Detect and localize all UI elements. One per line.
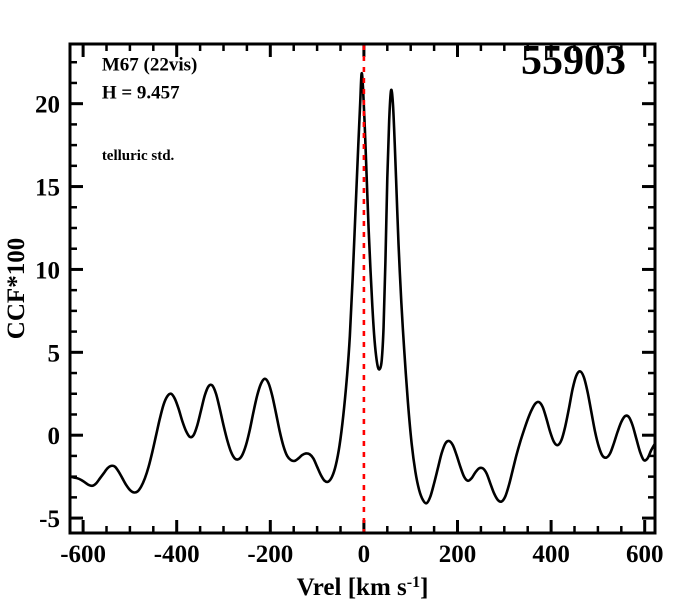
x-axis-title: Vrel [km s-1]	[297, 574, 429, 600]
object-name-label: M67 (22vis)	[102, 55, 198, 76]
y-tick-label: 5	[48, 340, 61, 367]
x-tick-labels: -600 -400 -200 0 200 400 600	[60, 541, 663, 568]
y-tick-label: -5	[39, 506, 60, 533]
x-tick-label: 200	[439, 541, 477, 568]
y-tick-label: 10	[35, 257, 60, 284]
y-tick-labels: -5 0 5 10 15 20	[35, 92, 60, 533]
y-tick-label: 0	[48, 423, 61, 450]
x-tick-label: -400	[154, 541, 200, 568]
epoch-label: 55903	[521, 38, 626, 84]
plot-frame	[68, 42, 657, 535]
ccf-curve-group	[70, 71, 655, 505]
ccf-curve	[70, 71, 655, 505]
axis-ticks	[70, 44, 655, 533]
h-magnitude-label: H = 9.457	[102, 83, 180, 104]
y-axis-title: CCF*100	[3, 238, 30, 339]
telluric-std-label: telluric std.	[102, 148, 175, 164]
x-tick-label: -600	[60, 541, 106, 568]
x-tick-label: 400	[532, 541, 570, 568]
y-tick-label: 20	[35, 92, 60, 119]
y-tick-label: 15	[35, 175, 60, 202]
x-tick-label: 0	[358, 541, 371, 568]
x-tick-label: 600	[626, 541, 664, 568]
x-tick-label: -200	[247, 541, 293, 568]
